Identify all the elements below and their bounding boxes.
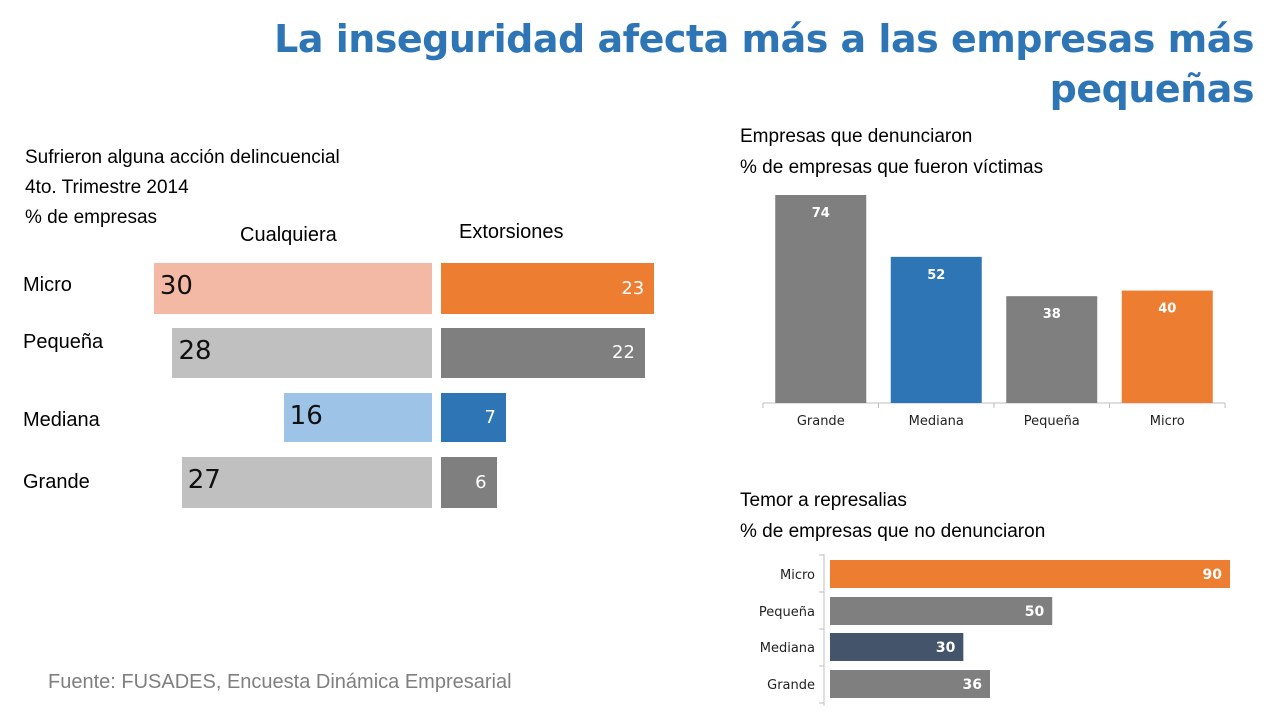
reported-value-pequeña: 38 [1043,307,1061,322]
bar-cualquiera-micro [153,263,432,314]
reported-chart-title: Empresas que denunciaron [740,126,973,147]
reported-bar-pequeña [1006,296,1098,403]
label-cualquiera-grande: 27 [187,465,221,495]
bar-extorsiones-micro [441,263,655,314]
left-chart-subtitle-period: 4to. Trimestre 2014 [25,177,189,198]
reported-category-micro: Micro [1150,414,1185,429]
label-extorsiones-micro: 23 [621,278,645,299]
left-chart-subtitle-unit: % de empresas [25,207,158,228]
label-cualquiera-mediana: 16 [289,401,323,431]
reprisal-value-grande: 36 [963,677,982,693]
label-extorsiones-mediana: 7 [484,407,496,428]
reprisal-value-pequeña: 50 [1025,604,1045,620]
reprisal-category-grande: Grande [767,678,815,693]
reported-bar-micro [1121,290,1213,403]
bar-extorsiones-mediana [441,393,506,442]
reported-category-pequeña: Pequeña [1024,414,1080,429]
bar-extorsiones-grande [441,457,497,508]
reprisal-bar-micro [830,560,1230,588]
bar-cualquiera-pequeña [172,328,432,378]
reprisal-value-micro: 90 [1203,567,1223,583]
reported-category-grande: Grande [797,414,845,429]
reprisal-bar-mediana [830,633,964,661]
reported-bar-mediana [890,256,982,403]
reprisal-category-micro: Micro [780,568,815,583]
bar-cualquiera-grande [181,457,432,508]
reprisal-category-pequeña: Pequeña [759,605,815,620]
reported-value-mediana: 52 [927,268,945,283]
reported-bar-grande [775,195,867,403]
reprisal-chart-title: Temor a represalias [740,490,907,511]
reprisal-bar-pequeña [830,597,1053,625]
reported-chart-subtitle: % de empresas que fueron víctimas [740,157,1044,178]
left-row-label-grande: Grande [23,471,90,493]
page-title: La inseguridad afecta más a las empresas… [274,17,1254,111]
label-extorsiones-grande: 6 [475,472,487,493]
reported-value-grande: 74 [812,206,830,221]
label-extorsiones-pequeña: 22 [612,342,635,363]
reprisal-bar-grande [830,670,990,698]
left-series-header-extorsiones: Extorsiones [459,221,564,243]
left-row-label-pequeña: Pequeña [23,331,104,353]
label-cualquiera-micro: 30 [159,271,193,301]
label-cualquiera-pequeña: 28 [178,336,212,366]
left-row-label-micro: Micro [23,274,72,296]
bar-cualquiera-mediana [283,393,432,442]
left-chart-title: Sufrieron alguna acción delincuencial [25,147,340,168]
reprisal-chart-subtitle: % de empresas que no denunciaron [740,521,1046,542]
reported-value-micro: 40 [1158,302,1176,317]
reported-category-mediana: Mediana [909,414,964,429]
reported-chart: 74 Grande 52 Mediana 38 Pequeña 40 Micro [762,195,1226,429]
bar-extorsiones-pequeña [441,328,645,378]
reprisal-chart: 90 Micro 50 Pequeña 30 Mediana 36 Grande [759,554,1230,706]
source-note: Fuente: FUSADES, Encuesta Dinámica Empre… [48,671,512,693]
reprisal-category-mediana: Mediana [760,641,815,656]
reprisal-value-mediana: 30 [936,640,956,656]
left-row-label-mediana: Mediana [23,409,100,431]
left-series-header-cualquiera: Cualquiera [240,224,337,246]
